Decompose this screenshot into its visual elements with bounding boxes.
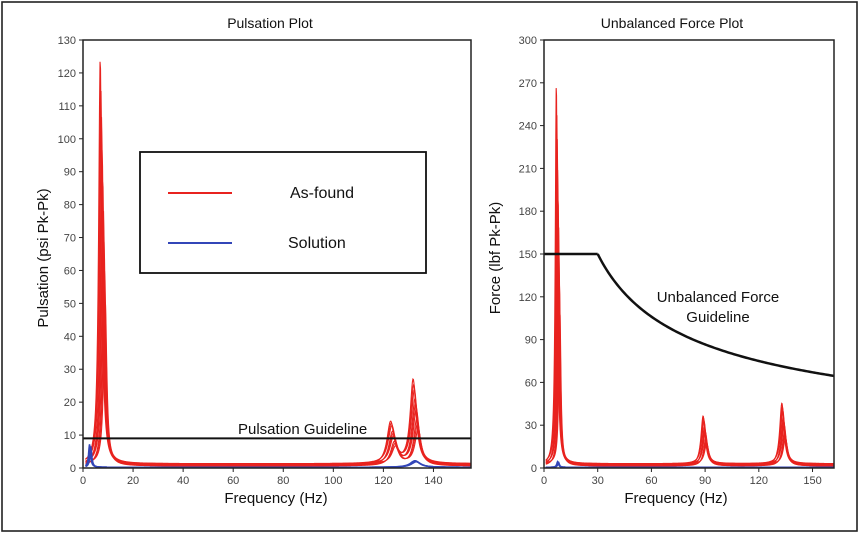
pulsation-y-tick-label: 60 — [64, 265, 76, 277]
force-y-tick-label: 60 — [525, 377, 537, 389]
force-y-tick-label: 240 — [519, 121, 537, 133]
force-y-tick-label: 150 — [519, 249, 537, 261]
pulsation-x-tick-label: 40 — [177, 475, 189, 487]
pulsation-y-ticks: 0 10 20 30 40 50 60 70 80 90 100 110 120 130 — [58, 35, 83, 475]
force-title: Unbalanced Force Plot — [601, 15, 744, 31]
force-chart: Unbalanced Force Plot Unbalanced Force G… — [487, 15, 835, 507]
pulsation-y-tick-label: 10 — [64, 430, 76, 442]
force-y-tick-label: 270 — [519, 78, 537, 90]
pulsation-title: Pulsation Plot — [227, 15, 313, 31]
pulsation-y-tick-label: 80 — [64, 200, 76, 212]
force-x-tick-label: 120 — [750, 475, 768, 487]
pulsation-guideline-label: Pulsation Guideline — [238, 421, 367, 438]
pulsation-y-tick-label: 70 — [64, 233, 76, 245]
force-x-tick-label: 150 — [803, 475, 821, 487]
pulsation-y-tick-label: 30 — [64, 364, 76, 376]
force-y-axis-label: Force (lbf Pk-Pk) — [487, 202, 504, 315]
force-y-tick-label: 90 — [525, 335, 537, 347]
pulsation-chart: Pulsation Plot Pulsation Guideline 0 10 20… — [35, 15, 472, 507]
legend: As-found Solution — [139, 151, 427, 274]
pulsation-x-tick-label: 0 — [80, 475, 86, 487]
force-y-tick-label: 300 — [519, 35, 537, 47]
legend-box — [139, 151, 427, 274]
force-guideline — [544, 252, 835, 378]
pulsation-x-tick-label: 120 — [374, 475, 392, 487]
pulsation-y-tick-label: 90 — [64, 167, 76, 179]
pulsation-series-as-found-line — [85, 301, 471, 465]
force-series-as-found-line — [545, 312, 834, 465]
pulsation-y-tick-label: 40 — [64, 331, 76, 343]
legend-label-solution: Solution — [288, 235, 346, 252]
force-x-tick-label: 90 — [699, 475, 711, 487]
pulsation-y-tick-label: 120 — [58, 68, 76, 80]
force-y-tick-label: 0 — [531, 463, 537, 475]
force-guideline-label-line1: Unbalanced Force — [657, 289, 780, 306]
legend-label-as-found: As-found — [290, 185, 354, 202]
pulsation-plot-frame — [82, 39, 472, 469]
force-x-tick-label: 0 — [541, 475, 547, 487]
force-x-ticks: 0 30 60 90 120 150 — [541, 468, 822, 487]
pulsation-y-tick-label: 110 — [58, 101, 76, 113]
pulsation-x-tick-label: 80 — [277, 475, 289, 487]
force-y-tick-label: 210 — [519, 163, 537, 175]
pulsation-y-tick-label: 20 — [64, 397, 76, 409]
pulsation-y-tick-label: 0 — [70, 463, 76, 475]
force-guideline-label-line2: Guideline — [686, 309, 749, 326]
pulsation-y-tick-label: 130 — [58, 35, 76, 47]
figure-border — [1, 1, 858, 532]
pulsation-y-axis-label: Pulsation (psi Pk-Pk) — [35, 188, 52, 327]
pulsation-x-tick-label: 20 — [127, 475, 139, 487]
force-x-tick-label: 60 — [645, 475, 657, 487]
pulsation-x-tick-label: 60 — [227, 475, 239, 487]
pulsation-x-axis-label: Frequency (Hz) — [224, 490, 327, 507]
pulsation-x-tick-label: 140 — [424, 475, 442, 487]
force-y-tick-label: 30 — [525, 420, 537, 432]
force-y-tick-label: 120 — [519, 292, 537, 304]
pulsation-y-tick-label: 100 — [58, 134, 76, 146]
force-y-tick-label: 180 — [519, 206, 537, 218]
force-x-tick-label: 30 — [592, 475, 604, 487]
pulsation-x-ticks: 0 20 40 60 80 100 120 140 — [80, 468, 443, 487]
force-y-ticks: 0 30 60 90 120 150 180 210 240 270 300 — [519, 35, 544, 475]
pulsation-x-tick-label: 100 — [324, 475, 342, 487]
pulsation-y-tick-label: 50 — [64, 298, 76, 310]
force-x-axis-label: Frequency (Hz) — [624, 490, 727, 507]
